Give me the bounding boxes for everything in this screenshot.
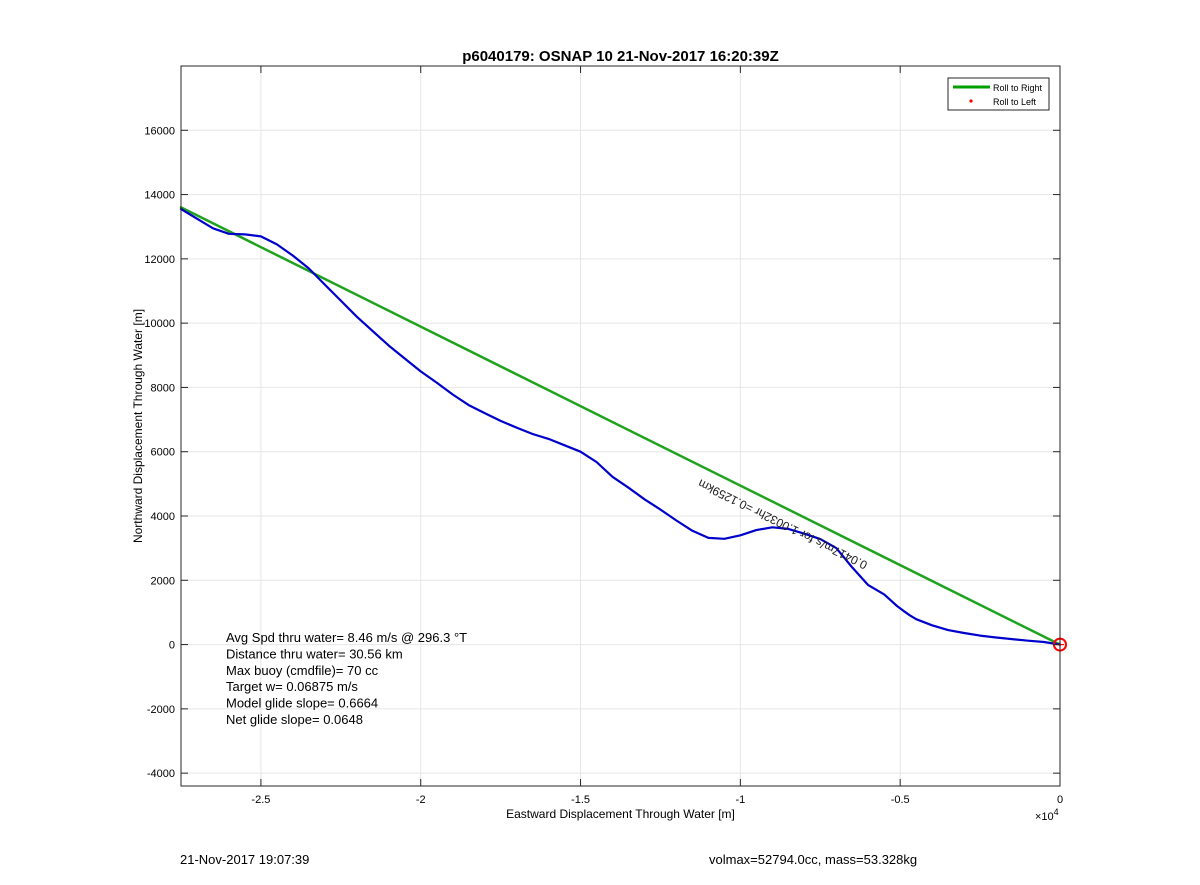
y-tick-label: 10000 [144,318,175,330]
footer-timestamp: 21-Nov-2017 19:07:39 [180,852,310,867]
y-tick-label: -4000 [147,768,175,780]
stats-line: Net glide slope= 0.0648 [226,712,363,727]
stats-line: Distance thru water= 30.56 km [226,646,403,661]
y-tick-label: 14000 [144,190,175,202]
series-line-track [179,207,1062,646]
series-line-roll-right [179,206,1062,646]
x-tick-label: -2 [416,794,426,806]
legend-label: Roll to Right [993,83,1043,93]
y-tick-label: 16000 [144,125,175,137]
x-tick-label: -2.5 [251,794,270,806]
x-tick-label: -1 [735,794,745,806]
y-tick-label: 6000 [151,447,175,459]
y-tick-label: 12000 [144,254,175,266]
y-tick-label: 0 [169,640,175,652]
axes: -2.5 -2 -1.5 -1 -0.5 0 -4000 -2000 0 2000 4000 6000… [131,48,1063,823]
stats-line: Model glide slope= 0.6664 [226,696,378,711]
x-tick-label: -0.5 [891,794,910,806]
y-tick-label: 4000 [151,511,175,523]
x-tick-label: -1.5 [571,794,590,806]
y-axis-label: Northward Displacement Through Water [m] [131,309,145,543]
x-tick-label: 0 [1057,794,1063,806]
x-axis-multiplier-exponent: 4 [1054,807,1059,817]
stats-line: Max buoy (cmdfile)= 70 cc [226,663,379,678]
legend-swatch-dot [969,99,973,103]
legend-box [947,77,1050,111]
footer-mass-info: volmax=52794.0cc, mass=53.328kg [709,852,918,867]
x-axis-multiplier: ×104 [1035,807,1059,823]
x-axis-label: Eastward Displacement Through Water [m] [506,807,735,821]
stats-line: Avg Spd thru water= 8.46 m/s @ 296.3 °T [226,630,467,645]
y-tick-label: 8000 [151,382,175,394]
chart-title: p6040179: OSNAP 10 21-Nov-2017 16:20:39Z [462,48,779,65]
legend-label: Roll to Left [993,97,1037,107]
axes-box [180,65,1061,787]
stats-line: Target w= 0.06875 m/s [226,679,358,694]
y-tick-label: -2000 [147,704,175,716]
y-tick-label: 2000 [151,575,175,587]
legend: Roll to Right Roll to Left [947,77,1050,111]
